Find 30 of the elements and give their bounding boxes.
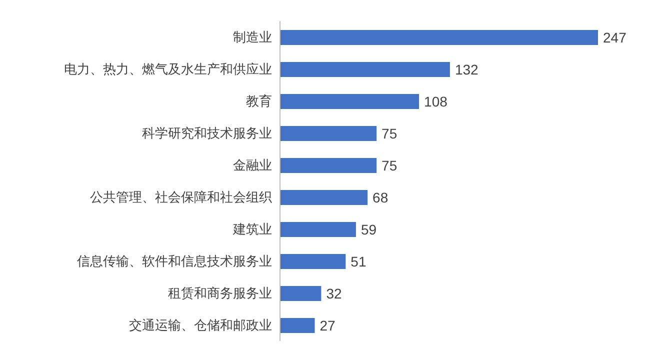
data-label: 27 — [320, 317, 336, 334]
y-tick-label: 公共管理、社会保障和社会组织 — [90, 190, 272, 205]
y-tick-label: 电力、热力、燃气及水生产和供应业 — [64, 62, 272, 77]
data-label: 32 — [326, 285, 342, 302]
data-label: 59 — [360, 221, 377, 238]
y-tick-label: 信息传输、软件和信息技术服务业 — [77, 254, 272, 269]
bar — [280, 318, 315, 333]
bar — [280, 286, 322, 301]
bar — [280, 158, 377, 173]
y-tick-label: 建筑业 — [232, 222, 272, 237]
bar — [280, 254, 346, 269]
y-tick-label: 科学研究和技术服务业 — [142, 126, 272, 141]
y-tick-label: 交通运输、仓储和邮政业 — [129, 318, 272, 333]
data-label: 68 — [372, 189, 388, 206]
data-label: 75 — [382, 125, 398, 142]
bar — [280, 222, 356, 237]
data-label: 51 — [350, 253, 366, 270]
y-tick-label: 金融业 — [233, 158, 272, 173]
bar — [280, 94, 420, 109]
bar — [280, 190, 368, 205]
y-tick-label: 教育 — [246, 94, 272, 109]
data-label: 75 — [382, 157, 398, 174]
bar — [280, 62, 450, 77]
bar — [280, 126, 377, 141]
data-label: 247 — [603, 29, 627, 46]
data-label: 108 — [424, 93, 448, 110]
y-tick-label: 制造业 — [233, 30, 272, 45]
y-tick-label: 租赁和商务服务业 — [168, 286, 272, 301]
bar — [280, 30, 598, 45]
data-label: 132 — [454, 61, 479, 78]
